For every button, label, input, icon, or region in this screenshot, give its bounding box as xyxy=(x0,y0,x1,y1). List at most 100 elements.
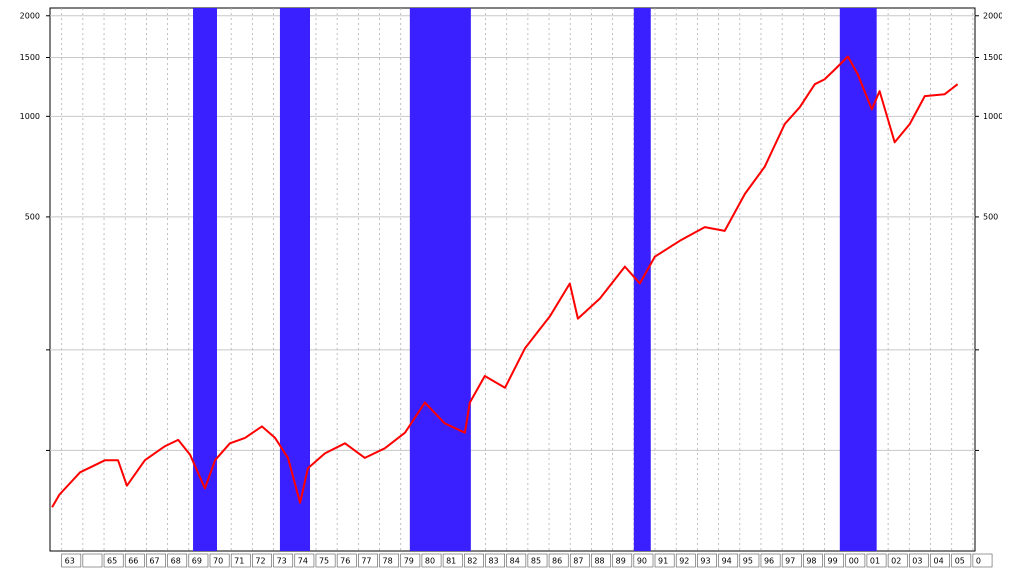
x-tick-box xyxy=(739,553,760,568)
x-tick-box xyxy=(781,553,802,568)
y-tick-label: 500 xyxy=(983,212,998,221)
x-tick-box xyxy=(930,553,950,568)
x-tick-box xyxy=(379,553,400,568)
x-tick-label: 76 xyxy=(340,557,350,566)
x-tick-box xyxy=(400,553,421,568)
x-tick-label: 90 xyxy=(637,557,647,566)
x-tick-box xyxy=(654,553,675,568)
x-tick-box xyxy=(146,553,166,568)
recession-band xyxy=(193,8,217,551)
x-tick-label: 66 xyxy=(128,557,138,566)
recession-band xyxy=(409,8,471,551)
x-tick-label: 87 xyxy=(573,557,583,566)
x-tick-box xyxy=(633,553,654,568)
x-tick-box xyxy=(336,553,357,568)
x-tick-label: 86 xyxy=(552,557,562,566)
x-tick-box xyxy=(718,553,739,568)
y-tick-label: 500 xyxy=(25,212,40,221)
y-tick-label: 1500 xyxy=(983,53,1003,62)
x-tick-label: 81 xyxy=(446,557,456,566)
x-tick-label: 01 xyxy=(870,557,880,566)
x-tick-label: 04 xyxy=(933,557,943,566)
x-tick-box xyxy=(442,553,463,568)
x-tick-box xyxy=(463,553,484,568)
x-tick-label: 63 xyxy=(65,557,75,566)
x-tick-box xyxy=(591,553,611,568)
x-tick-box xyxy=(824,553,845,568)
x-tick-label: 92 xyxy=(679,557,689,566)
x-tick-label: 95 xyxy=(743,557,753,566)
price-line xyxy=(51,55,959,508)
x-tick-label: 99 xyxy=(828,557,838,566)
x-tick-box xyxy=(845,553,866,568)
x-tick-box xyxy=(485,553,505,568)
x-tick-box xyxy=(887,553,908,568)
x-tick-label: 68 xyxy=(171,557,181,566)
x-tick-box xyxy=(569,553,590,568)
x-tick-box xyxy=(252,553,272,568)
x-tick-box xyxy=(358,553,378,568)
x-tick-label: 05 xyxy=(955,557,965,566)
x-tick-label: 72 xyxy=(255,557,265,566)
x-tick-label: 82 xyxy=(467,557,477,566)
y-tick-label: 2000 xyxy=(983,11,1003,20)
x-tick-box xyxy=(103,553,124,568)
x-tick-label: 85 xyxy=(531,557,541,566)
x-tick-box xyxy=(506,553,527,568)
x-tick-label: 00 xyxy=(849,557,859,566)
y-tick-label: 1500 xyxy=(20,53,40,62)
x-tick-label: 97 xyxy=(785,557,795,566)
x-tick-label: 65 xyxy=(107,557,117,566)
x-tick-label: 75 xyxy=(319,557,329,566)
x-tick-label: 73 xyxy=(277,557,287,566)
x-tick-label: 78 xyxy=(383,557,393,566)
x-tick-label: 88 xyxy=(594,557,604,566)
x-tick-box xyxy=(951,553,972,568)
x-tick-box xyxy=(61,553,82,568)
x-tick-label: 70 xyxy=(213,557,223,566)
x-tick-box xyxy=(294,553,315,568)
x-tick-box xyxy=(527,553,548,568)
right-axis: 500 1000 1500 2000 xyxy=(983,11,1003,221)
x-tick-label: 80 xyxy=(425,557,435,566)
series xyxy=(51,55,959,508)
x-tick-label: 84 xyxy=(510,557,520,566)
x-tick-label: 74 xyxy=(298,557,308,566)
x-tick-label: 0 xyxy=(976,557,981,566)
x-tick-box xyxy=(273,553,294,568)
y-tick-label: 2000 xyxy=(20,11,40,20)
x-tick-box xyxy=(230,553,251,568)
x-tick-label: 02 xyxy=(891,557,901,566)
x-tick-box xyxy=(315,553,336,568)
x-tick-box xyxy=(209,553,230,568)
x-tick-box xyxy=(124,553,145,568)
x-tick-box xyxy=(421,553,442,568)
x-tick-box xyxy=(972,553,993,568)
x-tick-box xyxy=(612,553,633,568)
y-tick-label: 1000 xyxy=(20,112,40,121)
x-tick-label: 77 xyxy=(361,557,371,566)
x-tick-box xyxy=(760,553,781,568)
x-tick-label: 67 xyxy=(149,557,159,566)
x-tick-label: 93 xyxy=(700,557,710,566)
x-tick-label: 71 xyxy=(234,557,244,566)
x-tick-label: 69 xyxy=(192,557,202,566)
x-tick-label: 79 xyxy=(404,557,414,566)
x-tick-box xyxy=(675,553,696,568)
x-tick-box xyxy=(167,553,188,568)
x-tick-box xyxy=(548,553,569,568)
x-tick-label: 89 xyxy=(616,557,626,566)
x-tick-label: 94 xyxy=(722,557,732,566)
x-tick-box xyxy=(82,553,103,568)
x-tick-box xyxy=(697,553,717,568)
recession-band xyxy=(839,8,877,551)
axes: 500 1000 1500 2000 63 65 66 67 68 69 70 71 72 73 74 75 7… xyxy=(20,11,993,568)
recession-band xyxy=(279,8,311,551)
x-tick-label: 96 xyxy=(764,557,774,566)
x-tick-label: 03 xyxy=(912,557,922,566)
shading xyxy=(193,8,877,551)
x-tick-label: 91 xyxy=(658,557,668,566)
x-tick-box xyxy=(909,553,929,568)
